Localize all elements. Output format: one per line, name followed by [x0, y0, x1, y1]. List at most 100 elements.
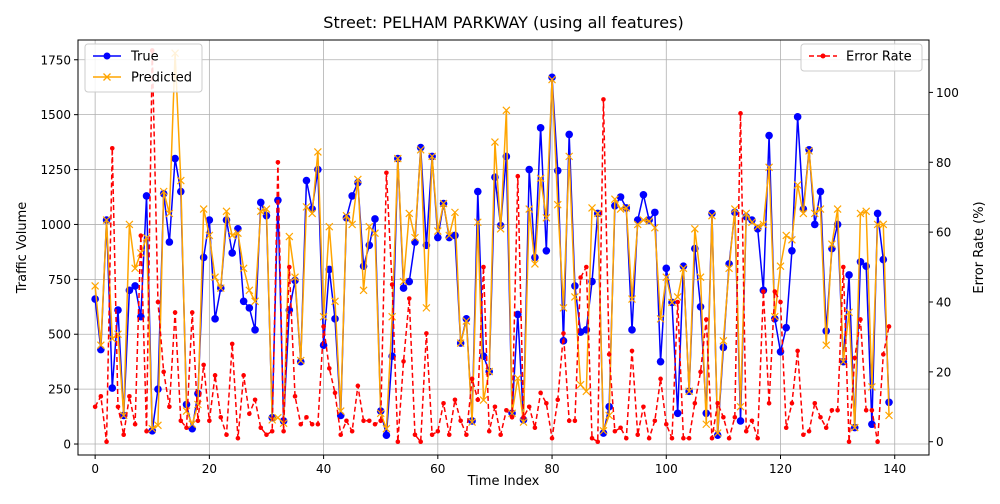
point-predicted [451, 208, 459, 217]
point-predicted [628, 295, 636, 304]
point-error [743, 428, 749, 434]
point-error [612, 428, 618, 434]
point-predicted [479, 396, 488, 405]
point-true [713, 431, 722, 440]
series-error-line [94, 49, 890, 443]
point-error [406, 296, 412, 301]
point-error [686, 435, 692, 441]
point-predicted [411, 233, 419, 242]
point-predicted [422, 303, 431, 312]
point-error [424, 331, 429, 336]
point-predicted [456, 339, 465, 347]
point-error [846, 439, 852, 445]
point-error [292, 394, 298, 399]
point-error [521, 414, 526, 420]
point-predicted [610, 195, 619, 204]
point-true [131, 282, 139, 290]
point-error [287, 264, 292, 270]
point-error [572, 418, 578, 424]
point-predicted [211, 273, 219, 282]
point-true [473, 187, 482, 196]
point-predicted [650, 223, 659, 232]
point-error [104, 439, 109, 445]
point-predicted [799, 209, 808, 218]
point-true [599, 429, 608, 437]
legend-error-marker [820, 53, 826, 59]
point-error [304, 414, 309, 420]
point-predicted [759, 220, 768, 229]
point-true [205, 216, 214, 224]
point-predicted [736, 402, 745, 411]
point-true [810, 220, 819, 229]
point-predicted [730, 205, 739, 213]
point-error [515, 173, 521, 179]
point-predicted [548, 75, 556, 84]
point-predicted [827, 240, 836, 249]
point-predicted [382, 424, 391, 433]
point-predicted [108, 334, 117, 343]
point-predicted [262, 205, 271, 213]
chart-title: Street: PELHAM PARKWAY (using all featur… [323, 13, 683, 32]
legend-predicted-marker [103, 73, 111, 81]
point-error [327, 366, 332, 371]
point-error [504, 407, 509, 413]
y2-tick-label: 60 [936, 226, 951, 240]
point-predicted [599, 426, 608, 435]
point-true [628, 326, 636, 334]
point-predicted [565, 152, 574, 161]
point-predicted [331, 297, 339, 306]
point-error [641, 404, 646, 410]
legend-right-box [800, 43, 923, 72]
point-error [281, 428, 286, 434]
point-predicted [542, 213, 551, 222]
y-tick-label: 250 [48, 383, 71, 397]
point-predicted [879, 220, 888, 229]
point-predicted [399, 277, 408, 286]
point-true [228, 249, 237, 257]
point-predicted [205, 231, 214, 240]
point-predicted [91, 282, 100, 290]
point-predicted [805, 146, 813, 155]
point-error [561, 331, 566, 336]
point-true [348, 192, 356, 200]
point-error [338, 432, 344, 438]
point-error [315, 421, 321, 427]
point-predicted [165, 209, 174, 218]
point-predicted [525, 205, 534, 213]
point-true [879, 255, 888, 264]
point-predicted [725, 264, 734, 273]
point-predicted [285, 232, 294, 241]
point-error [189, 310, 195, 315]
x-tick-label: 20 [202, 462, 217, 476]
point-error [578, 275, 583, 280]
x-tick-label: 80 [544, 462, 559, 476]
y-tick-label: 0 [63, 438, 71, 452]
point-error [875, 439, 880, 445]
point-true [868, 420, 876, 429]
point-true [188, 424, 197, 433]
point-predicted [353, 175, 362, 184]
point-error [275, 159, 281, 165]
point-predicted [862, 207, 871, 216]
point-error [669, 435, 675, 441]
point-true [542, 246, 551, 255]
point-error [635, 432, 641, 438]
point-error [207, 418, 212, 424]
point-error [801, 432, 806, 438]
point-predicted [770, 312, 779, 321]
point-predicted [776, 262, 785, 271]
point-error [184, 425, 189, 431]
point-error [138, 233, 144, 238]
x-axis-label: Time Index [467, 474, 540, 489]
point-true [816, 187, 825, 196]
point-predicted [633, 220, 642, 229]
point-predicted [748, 218, 756, 227]
y2-tick-label: 20 [936, 365, 951, 379]
point-true [211, 315, 219, 323]
point-predicted [793, 180, 802, 189]
point-predicted [325, 222, 334, 231]
point-error [127, 394, 132, 399]
point-predicted [702, 420, 711, 429]
point-predicted [228, 231, 237, 240]
point-error [721, 414, 726, 420]
